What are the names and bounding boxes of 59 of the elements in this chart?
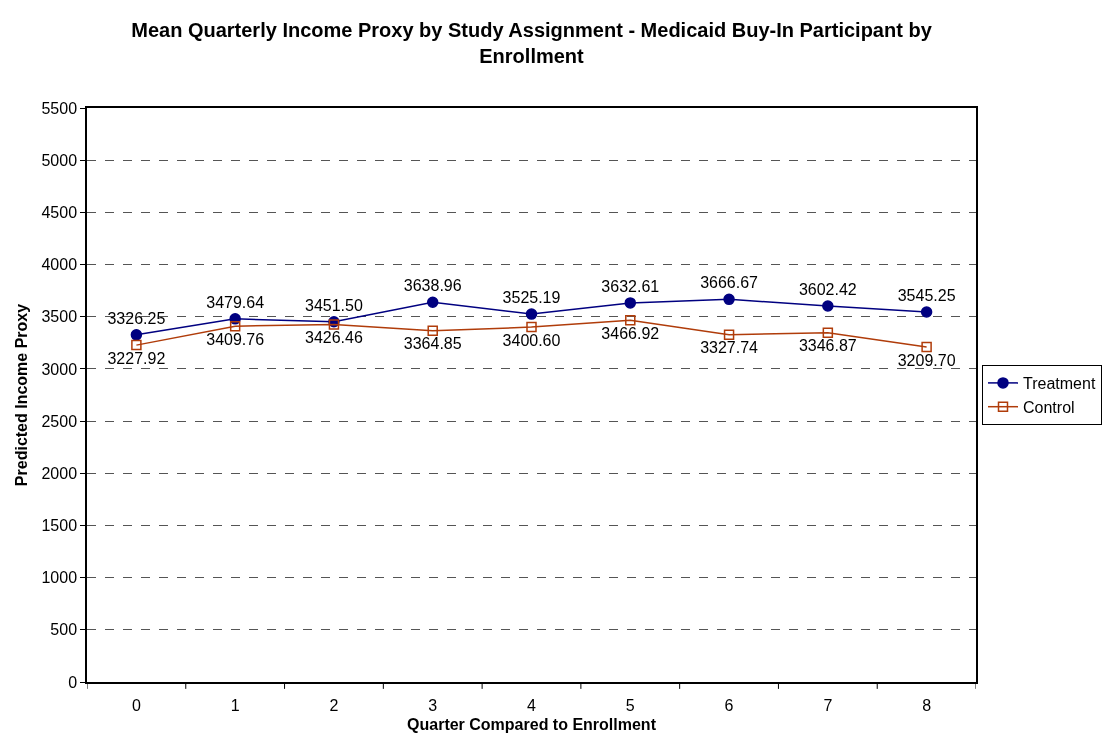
point [921, 341, 932, 353]
point [526, 321, 537, 333]
point [723, 293, 735, 306]
data-label: 3666.67 [700, 274, 759, 292]
data-label: 3364.85 [403, 335, 462, 353]
point [723, 329, 735, 340]
point [525, 308, 538, 320]
x-tick-label: 7 [823, 697, 833, 715]
point [624, 297, 637, 309]
point [427, 325, 438, 337]
point [822, 327, 834, 338]
point [229, 320, 241, 332]
data-label: 3209.70 [897, 351, 956, 369]
y-tick-label: 3500 [41, 308, 78, 326]
y-tick-label: 3000 [41, 360, 78, 378]
data-label: 3632.61 [601, 277, 660, 295]
legend-label: Treatment [1023, 375, 1096, 393]
data-label: 3638.96 [403, 276, 462, 294]
data-label: 3426.46 [305, 329, 363, 347]
legend-label: Control [1023, 398, 1075, 416]
data-label: 3479.64 [206, 293, 265, 311]
y-tick-label: 500 [50, 621, 78, 639]
y-tick-label: 5500 [41, 99, 78, 117]
point [130, 329, 143, 341]
data-label: 3227.92 [107, 349, 166, 367]
data-label: 3409.76 [206, 330, 265, 348]
chart-title: Mean Quarterly Income Proxy by Study Assignment - Medicaid Buy-In Participant by Enrollment [131, 19, 933, 67]
data-label: 3451.50 [305, 296, 363, 314]
y-tick-label: 4500 [41, 203, 78, 221]
data-label: 3602.42 [798, 280, 857, 298]
x-tick-label: 0 [131, 697, 141, 715]
x-tick-label: 8 [922, 697, 932, 715]
x-tick-label: 5 [625, 697, 635, 715]
data-label: 3525.19 [502, 288, 561, 306]
point [426, 296, 439, 308]
point [131, 339, 142, 351]
x-tick-label: 1 [230, 697, 240, 715]
data-label: 3346.87 [798, 337, 857, 355]
y-tick-label: 2000 [41, 464, 78, 482]
point [822, 300, 834, 312]
data-label: 3400.60 [502, 331, 561, 349]
data-label: 3545.25 [897, 286, 956, 304]
data-label: 3327.74 [700, 339, 759, 357]
y-tick-label: 4000 [41, 256, 78, 274]
data-label: 3466.92 [601, 324, 660, 342]
y-axis-title: Predicted Income Proxy [12, 303, 30, 487]
x-tick-label: 3 [428, 697, 438, 715]
point [625, 314, 636, 326]
data-label: 3326.25 [107, 309, 166, 327]
y-tick-label: 2500 [41, 412, 78, 430]
x-tick-label: 2 [329, 697, 339, 715]
y-tick-label: 1500 [41, 517, 78, 535]
y-tick-label: 5000 [41, 151, 78, 169]
y-tick-label: 1000 [41, 569, 78, 587]
x-axis-title: Quarter Compared to Enrollment [407, 716, 657, 734]
y-tick-label: 0 [68, 673, 78, 691]
x-tick-label: 6 [724, 697, 734, 715]
x-tick-label: 4 [527, 697, 537, 715]
point [920, 306, 933, 318]
